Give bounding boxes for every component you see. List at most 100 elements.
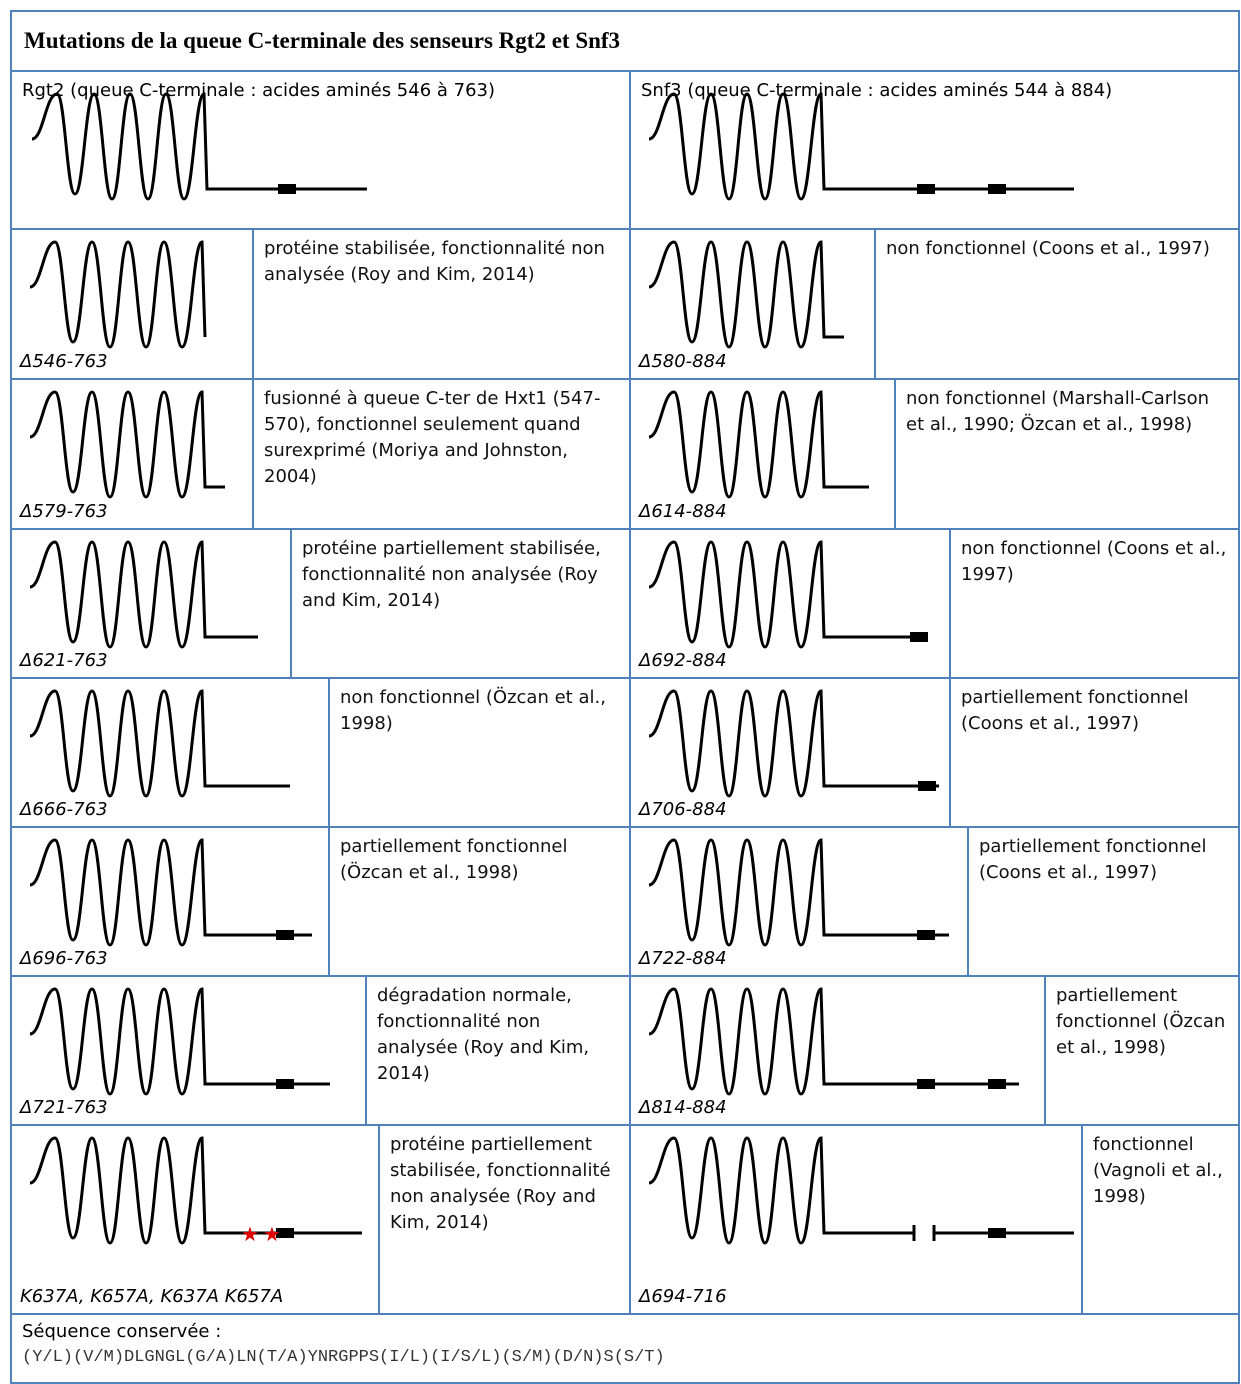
mutation-label: K637A, K657A, K637A K657A bbox=[20, 1286, 284, 1307]
drawing-cell: Δ614-884 bbox=[631, 380, 896, 528]
mutation-description: partiellement fonctionnel (Özcan et al.,… bbox=[1056, 985, 1226, 1058]
motif-box bbox=[917, 930, 935, 940]
mutation-cell: Δ694-716 fonctionnel (Vagnoli et al., 199… bbox=[631, 1126, 1238, 1313]
footer: Séquence conservée : (Y/L)(V/M)DLGNGL(G/… bbox=[12, 1315, 1238, 1382]
drawing-cell: Δ696-763 bbox=[12, 828, 330, 975]
mutation-cell: ★ ★ K637A, K657A, K637A K657A protéine part… bbox=[12, 1126, 631, 1313]
mutation-row: Δ579-763 fusionné à queue C-ter de Hxt1 (… bbox=[12, 380, 1238, 530]
protein-drawing bbox=[648, 92, 1074, 201]
drawing-cell: Δ621-763 bbox=[12, 530, 292, 677]
motif-box bbox=[988, 1228, 1006, 1238]
mutation-label: Δ621-763 bbox=[20, 650, 108, 671]
protein-drawing bbox=[29, 987, 330, 1096]
mutation-description: non fonctionnel (Özcan et al., 1998) bbox=[340, 687, 606, 734]
mutation-description: partiellement fonctionnel (Coons et al.,… bbox=[961, 687, 1189, 734]
motif-box bbox=[910, 632, 928, 642]
protein-drawing bbox=[29, 540, 258, 649]
rows: Δ546-763 protéine stabilisée, fonctionnal… bbox=[12, 230, 1238, 1315]
protein-drawing bbox=[29, 838, 312, 947]
protein-line bbox=[648, 987, 1019, 1096]
protein-drawing bbox=[648, 1136, 1074, 1245]
mutation-cell: Δ546-763 protéine stabilisée, fonctionnal… bbox=[12, 230, 631, 378]
protein-line bbox=[31, 92, 367, 201]
sequence: (Y/L)(V/M)DLGNGL(G/A)LN(T/A)YNRGPPS(I/L)… bbox=[22, 1348, 665, 1367]
mutation-cell: Δ814-884 partiellement fonctionnel (Özcan… bbox=[631, 977, 1238, 1124]
protein-line bbox=[648, 92, 1074, 201]
protein-line bbox=[29, 1136, 362, 1245]
protein-drawing bbox=[648, 540, 928, 649]
mutation-cell: Δ579-763 fusionné à queue C-ter de Hxt1 (… bbox=[12, 380, 631, 528]
protein-drawing bbox=[648, 838, 949, 947]
drawing-cell: Δ579-763 bbox=[12, 380, 254, 528]
protein-drawing bbox=[29, 689, 290, 798]
mutation-label: Δ692-884 bbox=[639, 650, 727, 671]
motif-box bbox=[988, 1079, 1006, 1089]
mutation-label: Δ722-884 bbox=[639, 948, 727, 969]
protein-drawing bbox=[648, 689, 939, 798]
mutation-cell: Δ666-763 non fonctionnel (Özcan et al., 1… bbox=[12, 679, 631, 826]
motif-box bbox=[917, 1079, 935, 1089]
drawing-cell: Δ694-716 bbox=[631, 1126, 1083, 1313]
header-row: Rgt2 (queue C-terminale : acides aminés … bbox=[12, 72, 1238, 230]
protein-drawing bbox=[648, 987, 1019, 1096]
protein-line bbox=[648, 838, 949, 947]
header-left: Rgt2 (queue C-terminale : acides aminés … bbox=[12, 72, 631, 228]
protein-drawing bbox=[648, 240, 844, 349]
mutation-description: non fonctionnel (Coons et al., 1997) bbox=[961, 538, 1227, 585]
footer-label: Séquence conservée : bbox=[22, 1321, 222, 1342]
mutation-description: fusionné à queue C-ter de Hxt1 (547-570)… bbox=[264, 388, 601, 487]
mutation-cell: Δ621-763 protéine partiellement stabilisé… bbox=[12, 530, 631, 677]
protein-drawing bbox=[29, 390, 225, 499]
header-text: Snf3 (queue C-terminale : acides aminés … bbox=[641, 80, 1113, 101]
drawing-cell: Δ721-763 bbox=[12, 977, 367, 1124]
mutation-cell: Δ692-884 non fonctionnel (Coons et al., 1… bbox=[631, 530, 1238, 677]
header-right: Snf3 (queue C-terminale : acides aminés … bbox=[631, 72, 1238, 228]
mutation-description: dégradation normale, fonctionnalité non … bbox=[377, 985, 590, 1084]
mutation-label: Δ706-884 bbox=[639, 799, 727, 820]
mutation-cell: Δ580-884 non fonctionnel (Coons et al., 1… bbox=[631, 230, 1238, 378]
motif-box bbox=[278, 184, 296, 194]
drawing-cell: Δ692-884 bbox=[631, 530, 951, 677]
mutation-label: Δ814-884 bbox=[639, 1097, 727, 1118]
mutation-description: partiellement fonctionnel (Coons et al.,… bbox=[979, 836, 1207, 883]
protein-drawing bbox=[29, 240, 207, 349]
drawing-cell: Δ666-763 bbox=[12, 679, 330, 826]
drawing-cell: ★ ★ K637A, K657A, K637A K657A bbox=[12, 1126, 380, 1313]
motif-box bbox=[917, 184, 935, 194]
motif-box bbox=[988, 184, 1006, 194]
mutation-star: ★ bbox=[263, 1222, 281, 1246]
protein-line bbox=[648, 689, 939, 798]
protein-line bbox=[29, 987, 330, 1096]
protein-drawing bbox=[31, 92, 367, 201]
mutation-cell: Δ721-763 dégradation normale, fonctionnal… bbox=[12, 977, 631, 1124]
drawing-cell: Δ722-884 bbox=[631, 828, 969, 975]
protein-line bbox=[29, 838, 312, 947]
protein-line bbox=[29, 689, 290, 798]
mutation-label: Δ721-763 bbox=[20, 1097, 108, 1118]
mutation-label: Δ694-716 bbox=[639, 1286, 727, 1307]
mutation-cell: Δ614-884 non fonctionnel (Marshall-Carlso… bbox=[631, 380, 1238, 528]
mutation-description: partiellement fonctionnel (Özcan et al.,… bbox=[340, 836, 568, 883]
mutation-cell: Δ696-763 partiellement fonctionnel (Özcan… bbox=[12, 828, 631, 975]
mutation-description: protéine partiellement stabilisée, fonct… bbox=[302, 538, 601, 611]
mutation-row: Δ666-763 non fonctionnel (Özcan et al., 1… bbox=[12, 679, 1238, 828]
motif-box bbox=[276, 1228, 294, 1238]
mutation-star: ★ bbox=[241, 1222, 259, 1246]
protein-line bbox=[29, 240, 207, 349]
figure-table: Mutations de la queue C-terminale des se… bbox=[10, 10, 1240, 1384]
mutation-label: Δ546-763 bbox=[20, 351, 108, 372]
mutation-cell: Δ722-884 partiellement fonctionnel (Coons… bbox=[631, 828, 1238, 975]
mutation-cell: Δ706-884 partiellement fonctionnel (Coons… bbox=[631, 679, 1238, 826]
protein-line bbox=[648, 240, 844, 349]
protein-line bbox=[648, 540, 924, 649]
drawing-cell: Δ580-884 bbox=[631, 230, 876, 378]
drawing-cell: Δ814-884 bbox=[631, 977, 1046, 1124]
mutation-row: Δ546-763 protéine stabilisée, fonctionnal… bbox=[12, 230, 1238, 380]
mutation-row: Δ696-763 partiellement fonctionnel (Özcan… bbox=[12, 828, 1238, 977]
protein-line bbox=[648, 390, 869, 499]
mutation-row: Δ721-763 dégradation normale, fonctionnal… bbox=[12, 977, 1238, 1126]
motif-box bbox=[918, 781, 936, 791]
mutation-description: fonctionnel (Vagnoli et al., 1998) bbox=[1093, 1134, 1223, 1207]
drawing-cell: Δ546-763 bbox=[12, 230, 254, 378]
mutation-label: Δ579-763 bbox=[20, 501, 108, 522]
